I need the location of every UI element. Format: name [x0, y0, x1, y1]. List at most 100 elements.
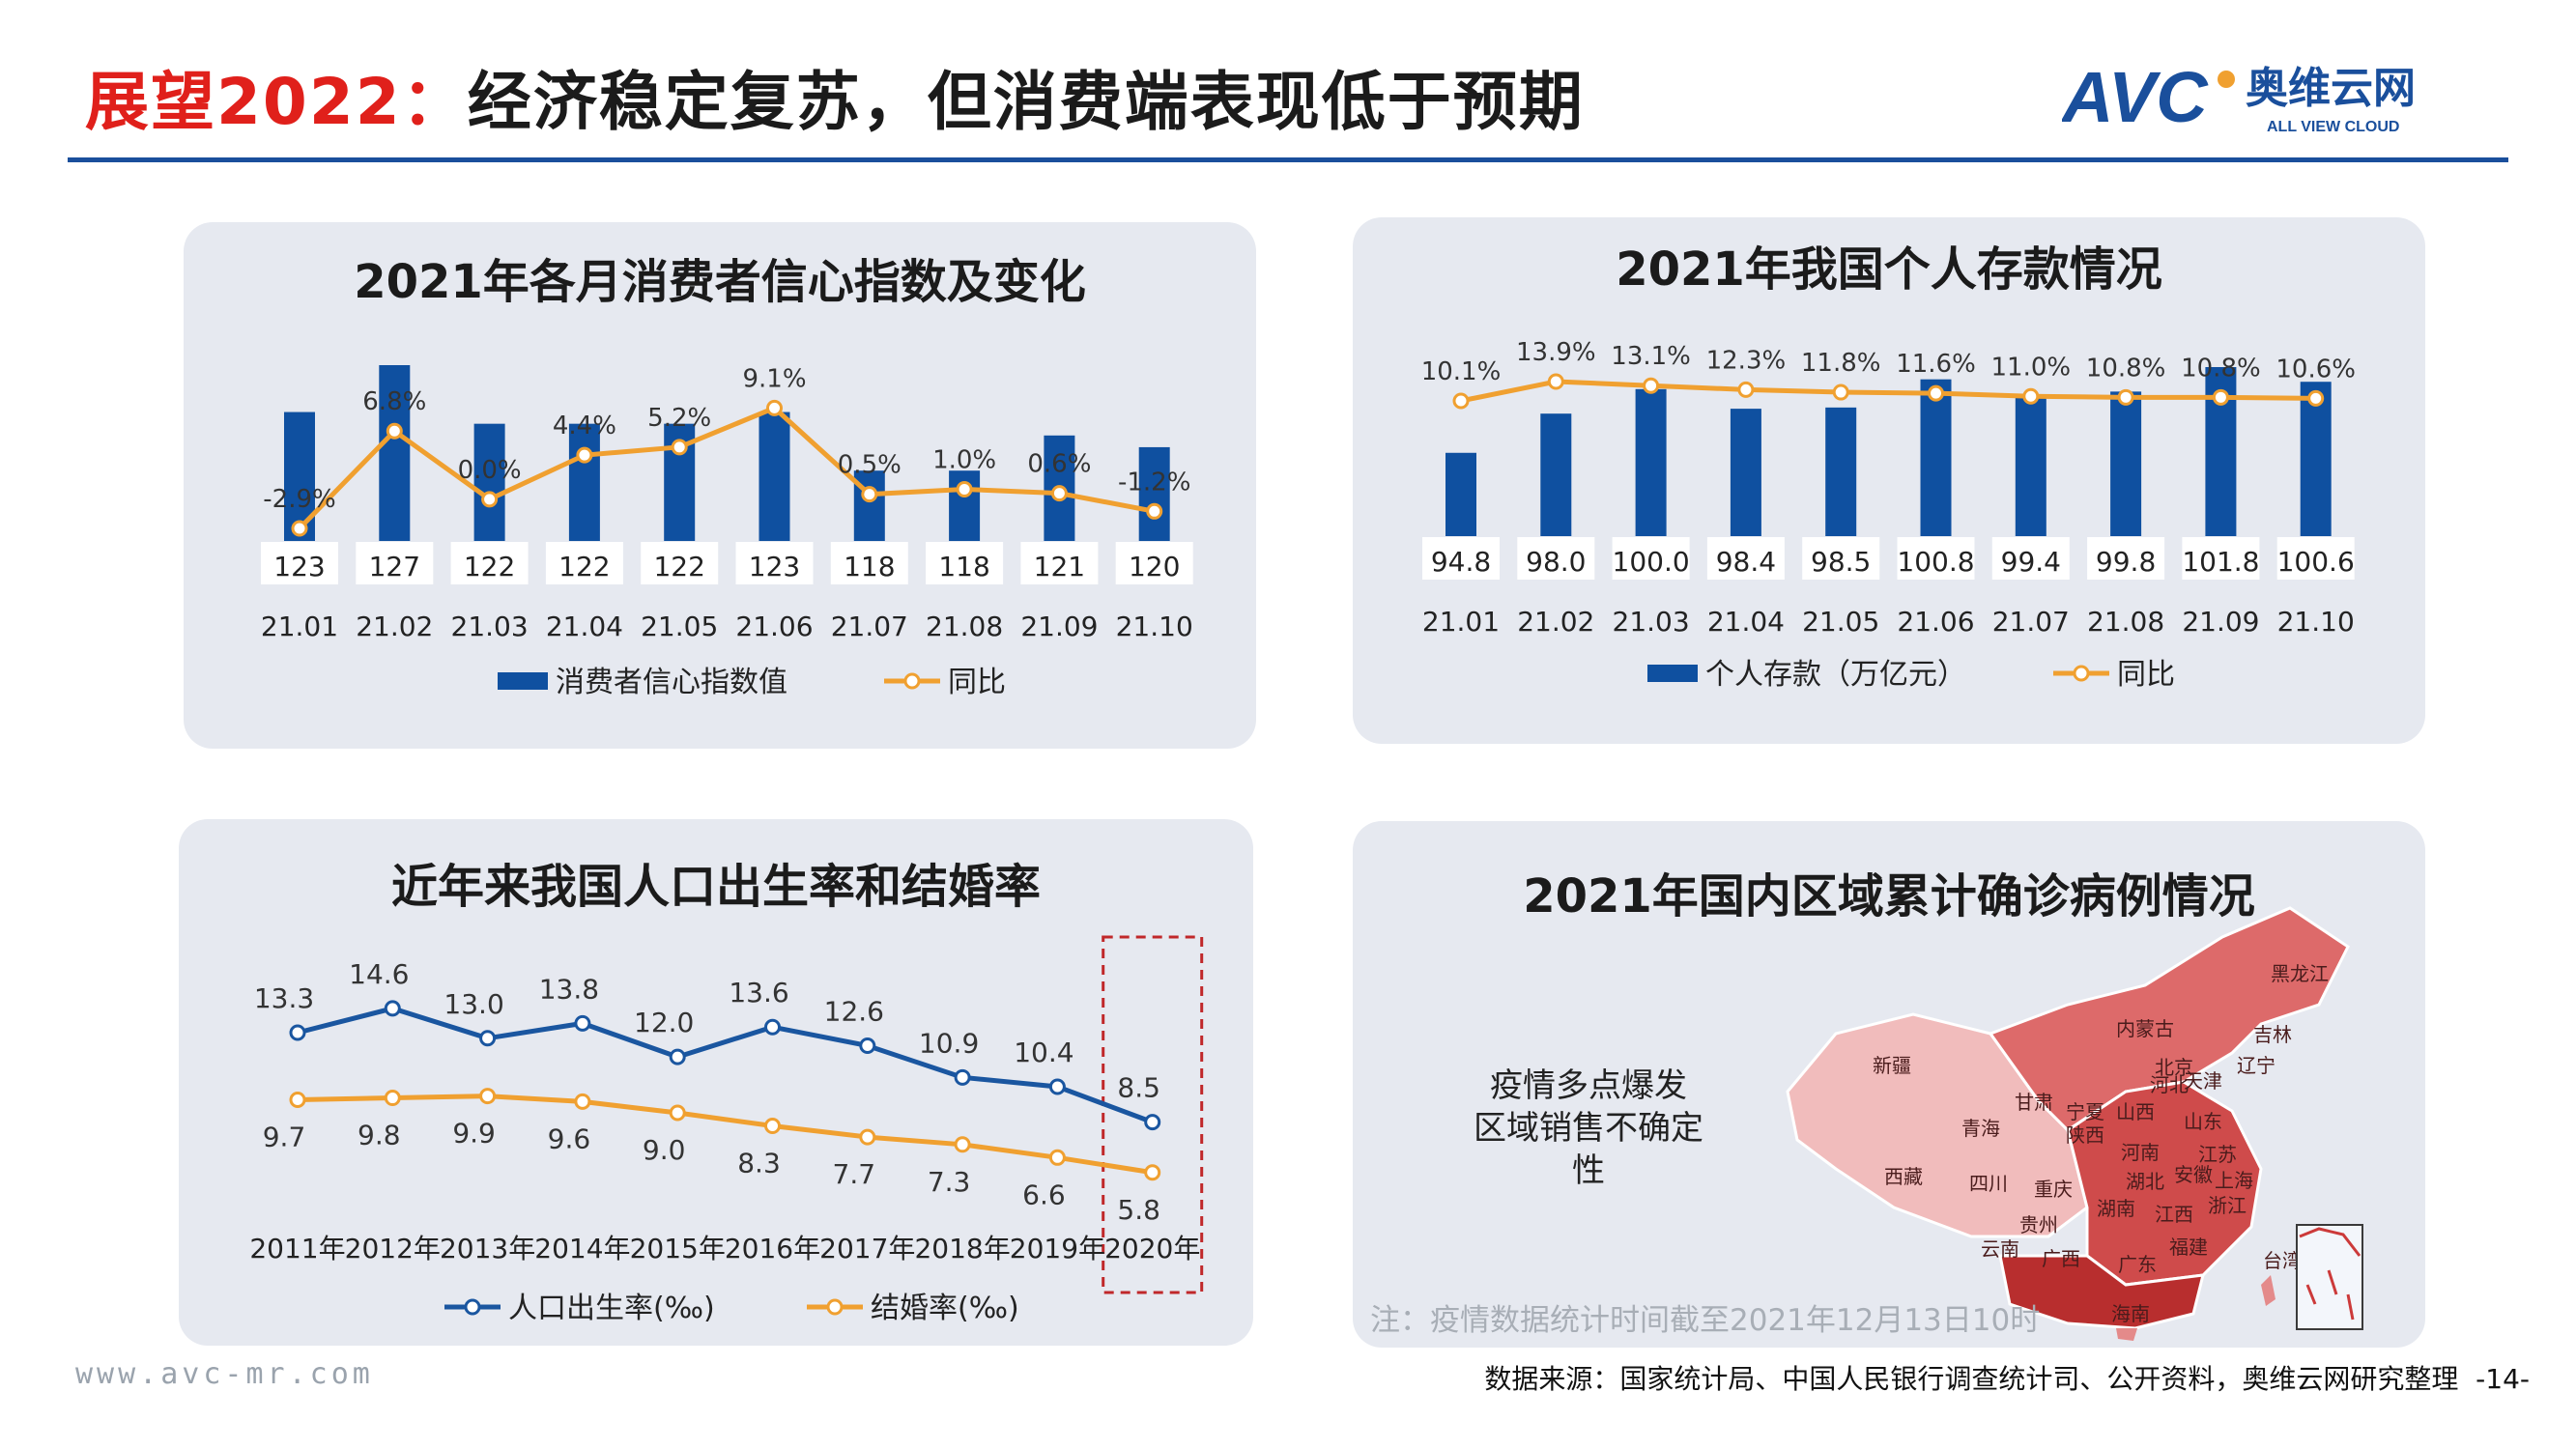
deposits-chart: 94.8 98.0 100.0 98.4 98.5 100.8 99.4 99.8 101.8 1… [1421, 338, 2356, 692]
x-tick-label: 2013年 [440, 1233, 535, 1264]
birth-rate-label: 10.4 [1014, 1037, 1073, 1068]
value-box [261, 542, 338, 584]
yoy-point [2117, 388, 2134, 406]
bar-value-label: 99.8 [2096, 546, 2156, 578]
yoy-label: 0.0% [458, 456, 522, 485]
legend-birth-label: 人口出生率(‰) [508, 1292, 715, 1325]
marriage-rate-label: 8.3 [737, 1148, 781, 1179]
page-title-main: 经济稳定复苏，但消费端表现低于预期 [467, 65, 1585, 139]
legend-bar-swatch [498, 672, 548, 690]
province-label: 青海 [1961, 1117, 2000, 1140]
value-box [1706, 537, 1785, 580]
x-tick-label: 21.03 [451, 611, 529, 642]
province-label: 黑龙江 [2271, 962, 2329, 985]
province-label: 重庆 [2034, 1178, 2073, 1201]
yoy-point [291, 520, 308, 537]
birth-rate-label: 13.0 [444, 988, 503, 1020]
marriage-rate-label: 9.7 [263, 1121, 306, 1152]
birth-rate-point [574, 1014, 591, 1032]
legend-marriage-marker [826, 1298, 844, 1316]
yoy-point [386, 422, 403, 440]
yoy-label: 5.2% [647, 404, 711, 433]
covid-map-title: 2021年国内区域累计确诊病例情况 [1523, 869, 2255, 923]
marriage-rate-point [384, 1090, 401, 1107]
yoy-label: -2.9% [263, 485, 335, 514]
yoy-point [1146, 502, 1163, 520]
yoy-point [861, 486, 878, 503]
province-label: 湖南 [2097, 1197, 2135, 1220]
value-box [926, 542, 1004, 584]
birth-rate-label: 8.5 [1117, 1072, 1160, 1104]
bar-value-label: 118 [938, 551, 989, 582]
x-tick-label: 21.08 [2087, 606, 2164, 638]
birth-rate-point [859, 1037, 876, 1055]
covid-map-note: 注：疫情数据统计时间截至2021年12月13日10时 [1370, 1303, 2041, 1338]
bar-value-label: 101.8 [2182, 546, 2259, 578]
value-box [1612, 537, 1690, 580]
province-label: 西藏 [1884, 1165, 1923, 1188]
birth-rate-point [764, 1018, 781, 1036]
province-label: 宁夏 [2066, 1100, 2104, 1123]
footer-url[interactable]: www.avc-mr.com [75, 1357, 374, 1391]
province-label: 甘肃 [2015, 1091, 2053, 1114]
bar-value-label: 118 [844, 551, 895, 582]
yoy-point [2212, 388, 2229, 406]
map-taiwan [2261, 1275, 2275, 1306]
x-tick-label: 21.08 [926, 611, 1003, 642]
bar-value-label: 123 [273, 551, 325, 582]
covid-map-caption-1: 疫情多点爆发 [1490, 1066, 1687, 1105]
covid-map-caption-2: 区域销售不确定性 [1474, 1109, 1703, 1190]
yoy-point [1050, 485, 1068, 502]
birth-marriage-title: 近年来我国人口出生率和结婚率 [390, 860, 1041, 914]
yoy-point [1737, 381, 1755, 398]
x-tick-label: 21.10 [2277, 606, 2355, 638]
deposits-title: 2021年我国个人存款情况 [1616, 242, 2162, 297]
page-number: -14- [2476, 1363, 2530, 1395]
value-box [1115, 542, 1193, 584]
marriage-rate-point [1048, 1149, 1066, 1166]
value-box [641, 542, 719, 584]
x-tick-label: 2017年 [819, 1233, 915, 1264]
value-box [1020, 542, 1099, 584]
x-tick-label: 2015年 [630, 1233, 726, 1264]
yoy-label: 12.3% [1706, 346, 1787, 375]
province-label: 安徽 [2174, 1163, 2213, 1186]
page-title-prefix: 展望2022： [85, 65, 468, 139]
yoy-label: 6.8% [362, 387, 426, 416]
logo-cn: 奥维云网 [2246, 64, 2416, 113]
footer-source: 数据来源：国家统计局、中国人民银行调查统计司、公开资料，奥维云网研究整理 -14… [1484, 1358, 2530, 1397]
province-label: 山东 [2184, 1110, 2222, 1133]
x-tick-label: 21.05 [641, 611, 718, 642]
birth-rate-point [479, 1030, 497, 1047]
bar [1730, 409, 1761, 536]
yoy-point [1832, 384, 1849, 401]
marriage-rate-point [859, 1128, 876, 1146]
yoy-point [671, 439, 688, 456]
value-box [1517, 537, 1595, 580]
legend-bar-label: 个人存款（万亿元） [1705, 658, 1966, 692]
bar-value-label: 122 [653, 551, 704, 582]
birth-rate-label: 14.6 [349, 958, 409, 990]
map-hainan [2116, 1328, 2137, 1341]
consumer-confidence-title: 2021年各月消费者信心指数及变化 [354, 255, 1086, 309]
legend-line-marker [2073, 665, 2090, 682]
marriage-rate-label: 5.8 [1117, 1194, 1160, 1226]
yoy-point [766, 399, 783, 416]
x-tick-label: 21.01 [1422, 606, 1500, 638]
province-label: 江苏 [2198, 1143, 2237, 1166]
yoy-label: 1.0% [932, 445, 996, 474]
value-box [2087, 537, 2165, 580]
value-box [2276, 537, 2355, 580]
marriage-rate-label: 7.7 [833, 1158, 876, 1190]
birth-rate-label: 10.9 [919, 1027, 979, 1059]
marriage-rate-point [669, 1104, 686, 1122]
bar [379, 365, 411, 541]
x-tick-label: 2012年 [345, 1233, 441, 1264]
consumer-confidence-panel: 2021年各月消费者信心指数及变化 123 127 122 122 122 123 118 1… [184, 222, 1256, 749]
bar [2300, 382, 2332, 536]
yoy-point [956, 480, 973, 497]
yoy-label: 0.6% [1027, 450, 1091, 479]
x-tick-label: 21.06 [735, 611, 813, 642]
province-label: 浙江 [2208, 1194, 2247, 1217]
birth-rate-label: 12.0 [634, 1007, 694, 1038]
